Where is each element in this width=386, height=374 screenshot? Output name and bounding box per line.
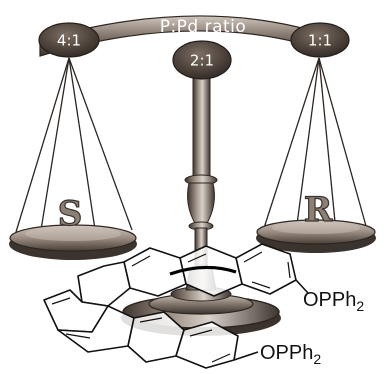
substituent-top-subscript: 2 bbox=[356, 298, 364, 314]
ring-4 bbox=[77, 261, 131, 307]
right-pan-strings bbox=[263, 57, 367, 233]
helicene-molecule bbox=[43, 243, 309, 369]
right-pan: R bbox=[256, 189, 376, 253]
ratio-badge-left: 4:1 bbox=[38, 22, 100, 58]
beam-label: P:Pd ratio bbox=[160, 17, 247, 37]
scale-beam: P:Pd ratio bbox=[39, 15, 331, 57]
left-pan-strings bbox=[15, 57, 133, 237]
ratio-badge-center: 2:1 bbox=[172, 40, 232, 80]
ratio-center-label: 2:1 bbox=[190, 52, 214, 70]
substituent-top-label: OPPh2 bbox=[303, 289, 364, 314]
right-pan-letter: R bbox=[304, 190, 333, 230]
substituent-bottom-subscript: 2 bbox=[313, 351, 321, 367]
substituent-bottom-label: OPPh2 bbox=[260, 342, 321, 367]
ratio-left-label: 4:1 bbox=[57, 32, 81, 50]
substituent-bottom-text: OPPh bbox=[260, 342, 313, 364]
left-pan: S bbox=[9, 193, 137, 260]
svg-text:OPPh2: OPPh2 bbox=[303, 289, 364, 314]
ratio-right-label: 1:1 bbox=[308, 32, 332, 50]
ratio-badge-right: 1:1 bbox=[290, 22, 350, 58]
svg-text:OPPh2: OPPh2 bbox=[260, 342, 321, 367]
left-pan-letter: S bbox=[58, 194, 83, 234]
substituent-top-text: OPPh bbox=[303, 289, 356, 311]
